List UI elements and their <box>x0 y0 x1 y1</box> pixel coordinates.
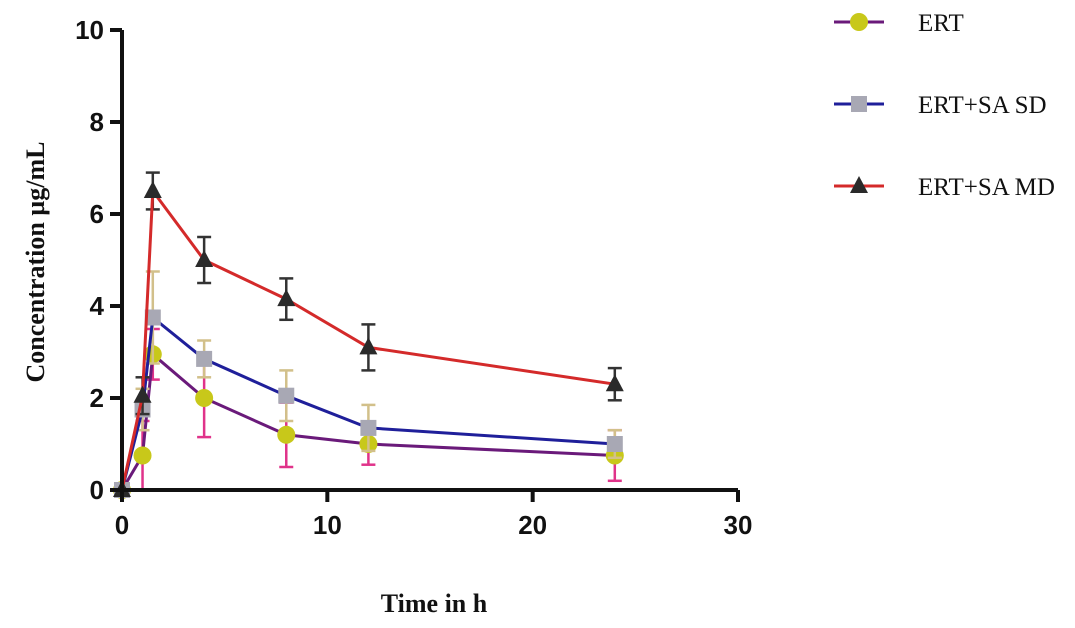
data-point <box>605 374 624 392</box>
data-point <box>277 425 296 444</box>
axis-ticks: 0 2 4 6 8 10 0 10 20 30 <box>75 15 752 540</box>
x-tick-label: 30 <box>724 510 753 540</box>
data-point <box>143 181 162 198</box>
y-tick-label: 0 <box>90 475 104 505</box>
x-tick-label: 10 <box>313 510 342 540</box>
x-tick-label: 0 <box>115 510 129 540</box>
data-point <box>196 350 213 367</box>
legend-item: ERT+SA MD <box>834 174 1055 201</box>
series-3 <box>113 171 624 497</box>
data-point <box>360 419 377 436</box>
data-point <box>133 446 152 465</box>
y-tick-label: 6 <box>90 199 104 229</box>
x-axis-title: Time in h <box>381 589 488 618</box>
axes <box>120 30 738 492</box>
x-tick-label: 20 <box>518 510 547 540</box>
legend-item: ERT+SA SD <box>834 92 1047 119</box>
legend-marker <box>850 176 868 193</box>
legend-label: ERT+SA SD <box>918 92 1047 119</box>
data-point <box>195 250 214 267</box>
data-point <box>195 389 214 407</box>
legend-label: ERT+SA MD <box>918 174 1055 201</box>
y-tick-label: 4 <box>90 291 105 321</box>
legend: ERT ERT+SA SD ERT+SA MD <box>834 10 1055 201</box>
series-2 <box>114 270 623 498</box>
data-point <box>133 385 152 403</box>
data-point <box>277 289 296 307</box>
data-point <box>606 436 623 452</box>
legend-label: ERT <box>918 10 964 37</box>
legend-marker <box>851 96 867 112</box>
y-tick-label: 8 <box>90 107 104 137</box>
legend-marker <box>850 13 868 31</box>
plot-area <box>113 171 624 499</box>
data-point <box>278 387 295 404</box>
legend-item: ERT <box>834 10 964 37</box>
y-axis-title: Concentration µg/mL <box>21 141 50 382</box>
y-tick-label: 2 <box>90 383 104 413</box>
data-point <box>144 309 161 326</box>
y-tick-label: 10 <box>75 15 104 45</box>
data-point <box>359 337 378 355</box>
